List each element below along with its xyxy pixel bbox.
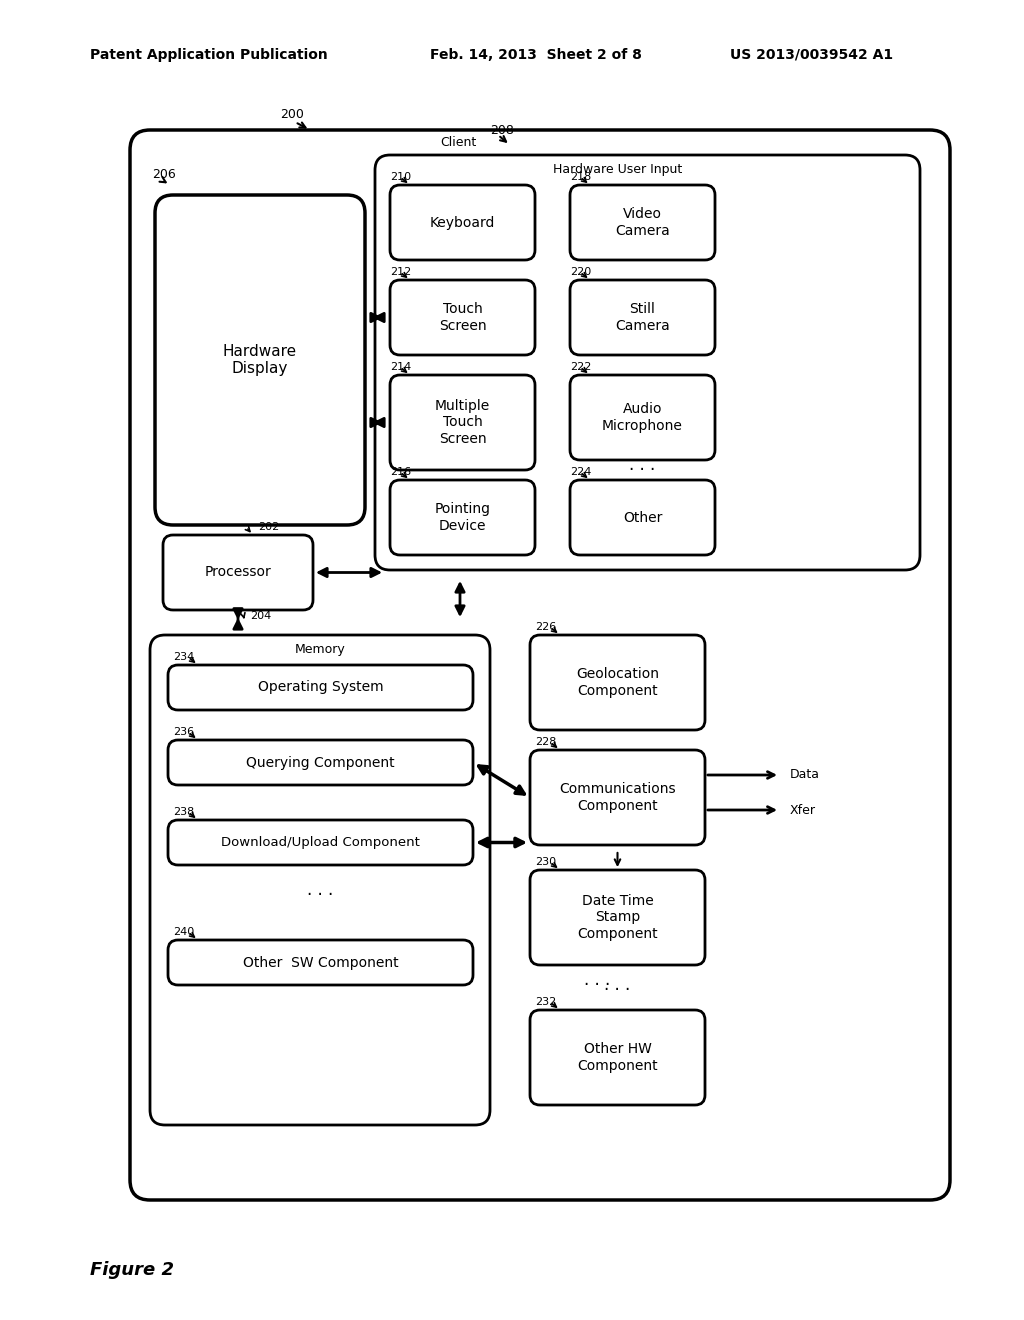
FancyBboxPatch shape: [390, 185, 535, 260]
Text: 238: 238: [173, 807, 195, 817]
Text: Date Time
Stamp
Component: Date Time Stamp Component: [578, 895, 657, 941]
Text: 240: 240: [173, 927, 195, 937]
Text: Hardware
Display: Hardware Display: [223, 343, 297, 376]
Text: 230: 230: [535, 857, 556, 867]
Text: 226: 226: [535, 622, 556, 632]
Text: 218: 218: [570, 172, 591, 182]
FancyBboxPatch shape: [163, 535, 313, 610]
Text: Data: Data: [790, 768, 820, 781]
FancyBboxPatch shape: [168, 820, 473, 865]
Text: 212: 212: [390, 267, 412, 277]
FancyBboxPatch shape: [570, 280, 715, 355]
Text: Pointing
Device: Pointing Device: [434, 503, 490, 532]
Text: Memory: Memory: [295, 644, 345, 656]
Text: 208: 208: [490, 124, 514, 136]
Text: 222: 222: [570, 362, 592, 372]
Text: Still
Camera: Still Camera: [615, 302, 670, 333]
FancyBboxPatch shape: [150, 635, 490, 1125]
FancyBboxPatch shape: [168, 665, 473, 710]
Text: Download/Upload Component: Download/Upload Component: [221, 836, 420, 849]
Text: US 2013/0039542 A1: US 2013/0039542 A1: [730, 48, 893, 62]
Text: Querying Component: Querying Component: [246, 755, 395, 770]
Text: . . .: . . .: [604, 975, 631, 994]
FancyBboxPatch shape: [530, 635, 705, 730]
FancyBboxPatch shape: [155, 195, 365, 525]
Text: 236: 236: [173, 727, 195, 737]
Text: . . .: . . .: [585, 972, 610, 989]
Text: Figure 2: Figure 2: [90, 1261, 174, 1279]
Text: 214: 214: [390, 362, 412, 372]
Text: Feb. 14, 2013  Sheet 2 of 8: Feb. 14, 2013 Sheet 2 of 8: [430, 48, 642, 62]
Text: 202: 202: [258, 521, 280, 532]
FancyBboxPatch shape: [390, 480, 535, 554]
Text: Multiple
Touch
Screen: Multiple Touch Screen: [435, 399, 490, 446]
Text: Geolocation
Component: Geolocation Component: [575, 668, 659, 697]
Text: 210: 210: [390, 172, 411, 182]
FancyBboxPatch shape: [530, 750, 705, 845]
Text: 206: 206: [152, 169, 176, 181]
FancyBboxPatch shape: [168, 741, 473, 785]
FancyBboxPatch shape: [570, 480, 715, 554]
Text: 234: 234: [173, 652, 195, 663]
Text: Client: Client: [440, 136, 476, 149]
Text: 224: 224: [570, 467, 592, 477]
FancyBboxPatch shape: [390, 375, 535, 470]
Text: Video
Camera: Video Camera: [615, 207, 670, 238]
Text: 228: 228: [535, 737, 556, 747]
FancyBboxPatch shape: [390, 280, 535, 355]
FancyBboxPatch shape: [375, 154, 920, 570]
Text: 200: 200: [280, 108, 304, 121]
Text: Patent Application Publication: Patent Application Publication: [90, 48, 328, 62]
Text: Audio
Microphone: Audio Microphone: [602, 403, 683, 433]
Text: Operating System: Operating System: [258, 681, 383, 694]
Text: 220: 220: [570, 267, 591, 277]
Text: Keyboard: Keyboard: [430, 215, 496, 230]
Text: . . .: . . .: [307, 880, 333, 899]
FancyBboxPatch shape: [530, 1010, 705, 1105]
FancyBboxPatch shape: [168, 940, 473, 985]
FancyBboxPatch shape: [570, 375, 715, 459]
FancyBboxPatch shape: [570, 185, 715, 260]
Text: Other HW
Component: Other HW Component: [578, 1043, 657, 1073]
Text: Hardware User Input: Hardware User Input: [553, 164, 682, 177]
Text: 232: 232: [535, 997, 556, 1007]
Text: Processor: Processor: [205, 565, 271, 579]
Text: 216: 216: [390, 467, 411, 477]
Text: Communications
Component: Communications Component: [559, 783, 676, 813]
Text: Other  SW Component: Other SW Component: [243, 956, 398, 969]
Text: Xfer: Xfer: [790, 804, 816, 817]
Text: . . .: . . .: [630, 455, 655, 474]
Text: Touch
Screen: Touch Screen: [438, 302, 486, 333]
FancyBboxPatch shape: [130, 129, 950, 1200]
Text: 204: 204: [250, 611, 271, 620]
FancyBboxPatch shape: [530, 870, 705, 965]
Text: Other: Other: [623, 511, 663, 524]
